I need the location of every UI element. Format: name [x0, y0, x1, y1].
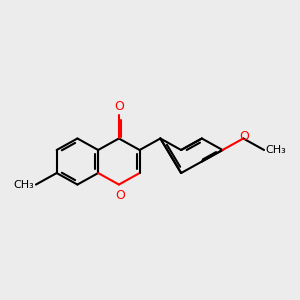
Text: CH₃: CH₃: [14, 180, 34, 190]
Text: O: O: [114, 100, 124, 113]
Text: O: O: [239, 130, 249, 143]
Text: CH₃: CH₃: [265, 145, 286, 155]
Text: O: O: [115, 189, 125, 202]
